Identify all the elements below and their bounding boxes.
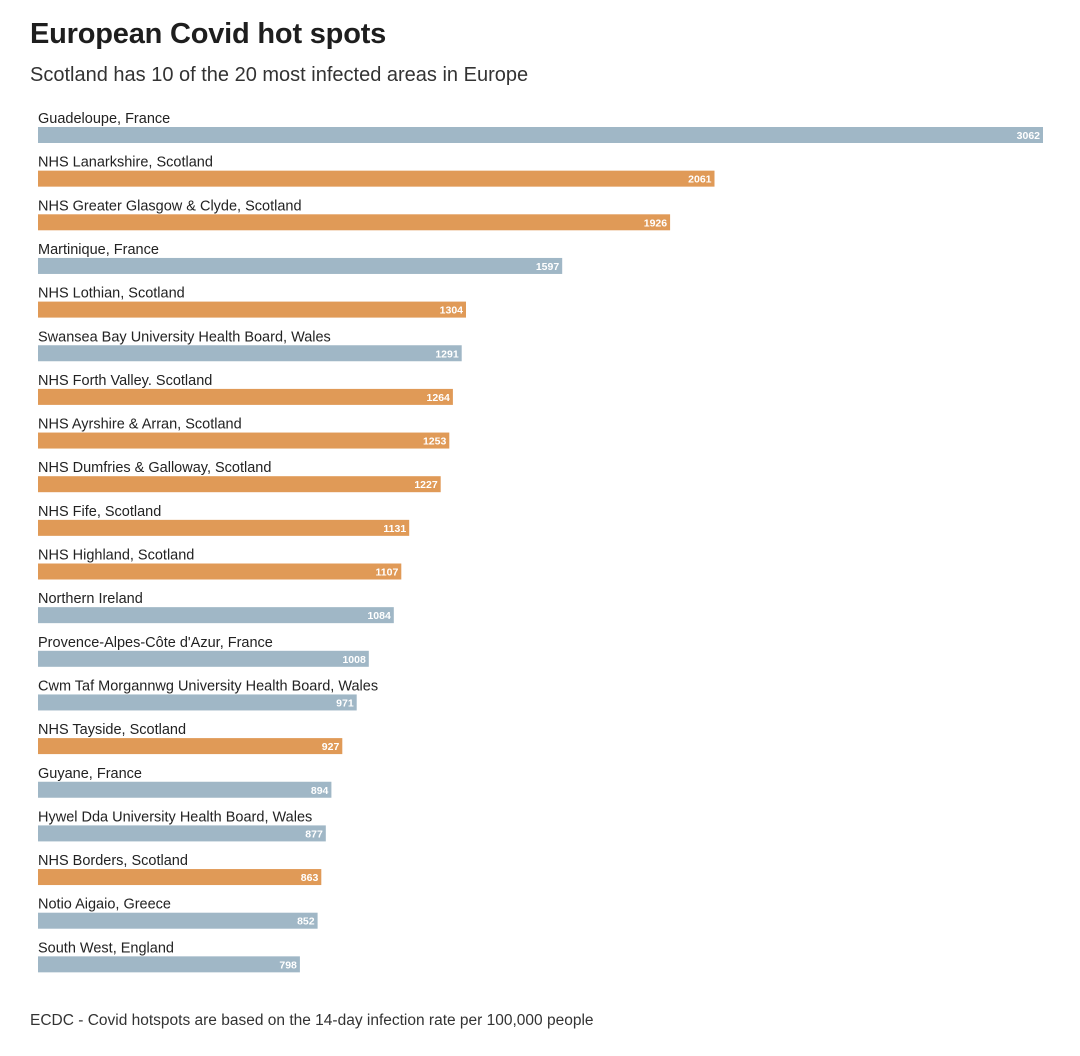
bar-row: Cwm Taf Morgannwg University Health Boar… (38, 678, 378, 711)
bar-row: NHS Tayside, Scotland 927 (38, 722, 343, 755)
value-label: 1227 (414, 479, 438, 491)
category-label: NHS Greater Glasgow & Clyde, Scotland (38, 198, 302, 214)
value-label: 852 (297, 916, 315, 928)
bar-row: Hywel Dda University Health Board, Wales… (38, 809, 326, 842)
bar-row: Notio Aigaio, Greece 852 (38, 897, 318, 929)
category-label: Provence-Alpes-Côte d'Azur, France (38, 635, 273, 651)
bar (38, 956, 300, 973)
chart-subtitle: Scotland has 10 of the 20 most infected … (30, 64, 529, 86)
category-label: NHS Highland, Scotland (38, 548, 194, 564)
value-label: 894 (311, 785, 329, 797)
bar-row: Northern Ireland 1084 (38, 591, 394, 624)
bar-row: NHS Forth Valley. Scotland 1264 (38, 373, 453, 405)
category-label: South West, England (38, 940, 174, 956)
bar-row: NHS Highland, Scotland 1107 (38, 548, 402, 580)
value-label: 1008 (342, 654, 366, 666)
bar-row: NHS Ayrshire & Arran, Scotland 1253 (38, 417, 450, 449)
value-label: 2061 (688, 174, 712, 186)
category-label: Guadeloupe, France (38, 111, 170, 127)
bar-row: Swansea Bay University Health Board, Wal… (38, 329, 462, 362)
bar (38, 127, 1043, 143)
category-label: NHS Fife, Scotland (38, 504, 161, 520)
value-label: 1291 (435, 348, 459, 360)
category-label: NHS Forth Valley. Scotland (38, 373, 212, 389)
bar (38, 825, 326, 842)
bar-row: Guadeloupe, France 3062 (38, 111, 1043, 143)
bar-row: Provence-Alpes-Côte d'Azur, France 1008 (38, 635, 369, 667)
bar (38, 781, 332, 798)
bar (38, 607, 394, 624)
value-label: 1084 (367, 610, 391, 622)
value-label: 3062 (1017, 130, 1041, 142)
bar-row: NHS Borders, Scotland 863 (38, 853, 322, 886)
value-label: 1107 (376, 567, 399, 579)
value-label: 1304 (440, 305, 464, 317)
bar-row: NHS Dumfries & Galloway, Scotland 1227 (38, 460, 441, 493)
category-label: NHS Borders, Scotland (38, 853, 188, 869)
bar-row: NHS Greater Glasgow & Clyde, Scotland 192… (38, 198, 671, 231)
bar (38, 257, 563, 274)
category-label: Notio Aigaio, Greece (38, 897, 171, 913)
category-label: Swansea Bay University Health Board, Wal… (38, 329, 331, 345)
category-label: NHS Tayside, Scotland (38, 722, 186, 738)
bar (38, 519, 410, 536)
category-label: Northern Ireland (38, 591, 143, 607)
chart-title: European Covid hot spots (30, 18, 387, 50)
source-note: ECDC - Covid hotspots are based on the 1… (30, 1012, 594, 1029)
bar (38, 432, 450, 449)
bar (38, 738, 343, 755)
value-label: 863 (301, 872, 319, 884)
value-label: 971 (336, 697, 354, 709)
category-label: NHS Lothian, Scotland (38, 286, 185, 302)
bar-row: South West, England 798 (38, 940, 300, 973)
bar (38, 476, 441, 493)
bar-row: Guyane, France 894 (38, 766, 332, 798)
bar (38, 388, 453, 405)
value-label: 877 (305, 828, 323, 840)
bar (38, 694, 357, 711)
bar (38, 650, 369, 667)
category-label: Martinique, France (38, 242, 159, 258)
value-label: 1597 (536, 261, 560, 273)
category-label: Cwm Taf Morgannwg University Health Boar… (38, 678, 378, 694)
value-label: 1264 (427, 392, 451, 404)
category-label: Guyane, France (38, 766, 142, 782)
value-label: 1926 (644, 217, 668, 229)
bar (38, 214, 671, 231)
category-label: Hywel Dda University Health Board, Wales (38, 809, 312, 825)
category-label: NHS Dumfries & Galloway, Scotland (38, 460, 271, 476)
bar-row: NHS Lanarkshire, Scotland 2061 (38, 155, 715, 187)
bar (38, 563, 402, 580)
category-label: NHS Ayrshire & Arran, Scotland (38, 417, 242, 433)
category-label: NHS Lanarkshire, Scotland (38, 155, 213, 171)
bar-row: Martinique, France 1597 (38, 242, 563, 274)
value-label: 1253 (423, 436, 447, 448)
bar (38, 345, 462, 362)
bar (38, 869, 322, 886)
value-label: 1131 (383, 523, 406, 535)
value-label: 927 (322, 741, 340, 753)
bar (38, 170, 715, 187)
bar (38, 912, 318, 929)
value-label: 798 (279, 959, 297, 971)
bar (38, 301, 466, 318)
bar-row: NHS Fife, Scotland 1131 (38, 504, 410, 536)
bar-row: NHS Lothian, Scotland 1304 (38, 286, 466, 318)
